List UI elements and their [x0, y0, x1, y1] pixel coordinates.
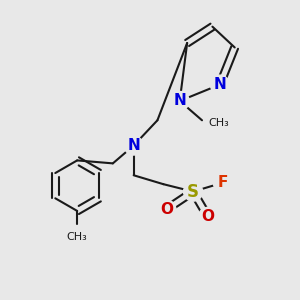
Circle shape	[170, 92, 189, 110]
Text: CH₃: CH₃	[208, 118, 229, 128]
Text: N: N	[127, 138, 140, 153]
Text: S: S	[187, 183, 199, 201]
Text: F: F	[218, 175, 228, 190]
Circle shape	[198, 207, 218, 226]
Circle shape	[184, 182, 202, 201]
Text: N: N	[214, 77, 226, 92]
Circle shape	[213, 173, 232, 192]
Text: CH₃: CH₃	[67, 232, 88, 242]
Circle shape	[210, 75, 230, 94]
Circle shape	[124, 136, 143, 155]
Text: N: N	[173, 94, 186, 109]
Text: O: O	[160, 202, 173, 217]
Text: O: O	[202, 209, 214, 224]
Circle shape	[157, 200, 176, 219]
